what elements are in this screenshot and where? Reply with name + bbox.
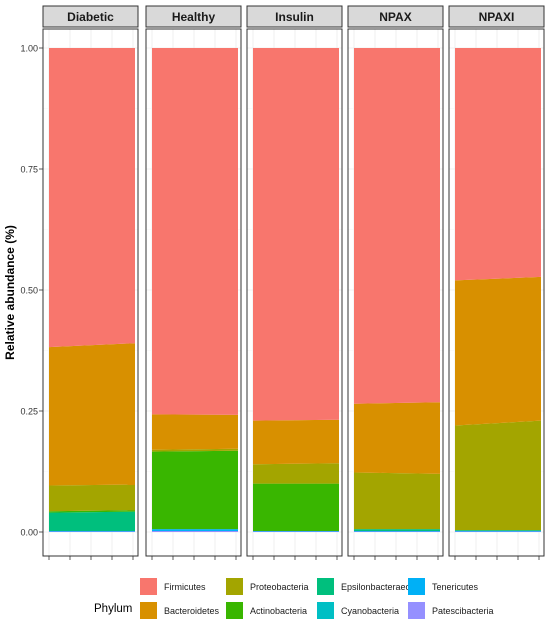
legend-item-actinobacteria: Actinobacteria xyxy=(226,602,307,619)
facet-healthy: Healthy xyxy=(146,6,241,560)
facet-npax: NPAX xyxy=(348,6,443,560)
area-firmicutes xyxy=(253,48,339,421)
facet-strip-label: NPAXI xyxy=(479,10,515,24)
legend-item-bacteroidetes: Bacteroidetes xyxy=(140,602,220,619)
legend: Phylum Firmicutes Bacteroidetes Proteobacte… xyxy=(94,578,494,619)
area-epsilonbacteraeota xyxy=(354,529,440,531)
legend-item-tenericutes: Tenericutes xyxy=(408,578,479,595)
area-actinobacteria xyxy=(152,451,238,529)
area-epsilonbacteraeota xyxy=(455,530,541,531)
facet-insulin: Insulin xyxy=(247,6,342,560)
legend-swatch xyxy=(408,578,425,595)
legend-label: Actinobacteria xyxy=(250,606,307,616)
area-proteobacteria xyxy=(455,421,541,530)
legend-swatch xyxy=(226,578,243,595)
area-proteobacteria xyxy=(253,463,339,483)
legend-swatch xyxy=(140,602,157,619)
area-proteobacteria xyxy=(49,485,135,512)
y-tick-label: 0.00 xyxy=(20,528,38,538)
legend-label: Firmicutes xyxy=(164,582,206,592)
legend-item-firmicutes: Firmicutes xyxy=(140,578,206,595)
area-firmicutes xyxy=(152,48,238,415)
legend-item-proteobacteria: Proteobacteria xyxy=(226,578,309,595)
legend-label: Tenericutes xyxy=(432,582,479,592)
y-tick-label: 0.25 xyxy=(20,407,38,417)
legend-swatch xyxy=(140,578,157,595)
y-axis-title: Relative abundance (%) xyxy=(3,225,17,360)
legend-swatch xyxy=(317,602,334,619)
legend-title: Phylum xyxy=(94,603,132,615)
area-actinobacteria xyxy=(253,484,339,531)
area-bacteroidetes xyxy=(354,402,440,474)
area-epsilonbacteraeota xyxy=(49,512,135,531)
area-bacteroidetes xyxy=(455,277,541,426)
area-bacteroidetes xyxy=(49,343,135,485)
legend-label: Epsilonbacteraeota xyxy=(341,582,418,592)
y-tick-label: 0.75 xyxy=(20,165,38,175)
legend-label: Bacteroidetes xyxy=(164,606,220,616)
area-firmicutes xyxy=(455,48,541,280)
y-tick-label: 1.00 xyxy=(20,44,38,54)
legend-item-patescibacteria: Patescibacteria xyxy=(408,602,494,619)
y-tick-label: 0.50 xyxy=(20,286,38,296)
facet-strip-label: Healthy xyxy=(172,10,216,24)
facet-npaxi: NPAXI xyxy=(449,6,544,560)
area-tenericutes xyxy=(152,529,238,531)
legend-item-cyanobacteria: Cyanobacteria xyxy=(317,602,399,619)
legend-swatch xyxy=(408,602,425,619)
legend-item-epsilonbacteraeota: Epsilonbacteraeota xyxy=(317,578,418,595)
facet-strip-label: Insulin xyxy=(275,10,314,24)
legend-label: Patescibacteria xyxy=(432,606,494,616)
area-proteobacteria xyxy=(354,472,440,529)
area-firmicutes xyxy=(354,48,440,404)
legend-swatch xyxy=(317,578,334,595)
legend-swatch xyxy=(226,602,243,619)
facet-strip-label: Diabetic xyxy=(67,10,114,24)
legend-label: Cyanobacteria xyxy=(341,606,399,616)
area-bacteroidetes xyxy=(253,420,339,465)
facet-strip-label: NPAX xyxy=(379,10,411,24)
facet-diabetic: Diabetic xyxy=(43,6,138,560)
legend-label: Proteobacteria xyxy=(250,582,309,592)
area-bacteroidetes xyxy=(152,414,238,449)
area-firmicutes xyxy=(49,48,135,347)
area-patescibacteria xyxy=(152,531,238,532)
